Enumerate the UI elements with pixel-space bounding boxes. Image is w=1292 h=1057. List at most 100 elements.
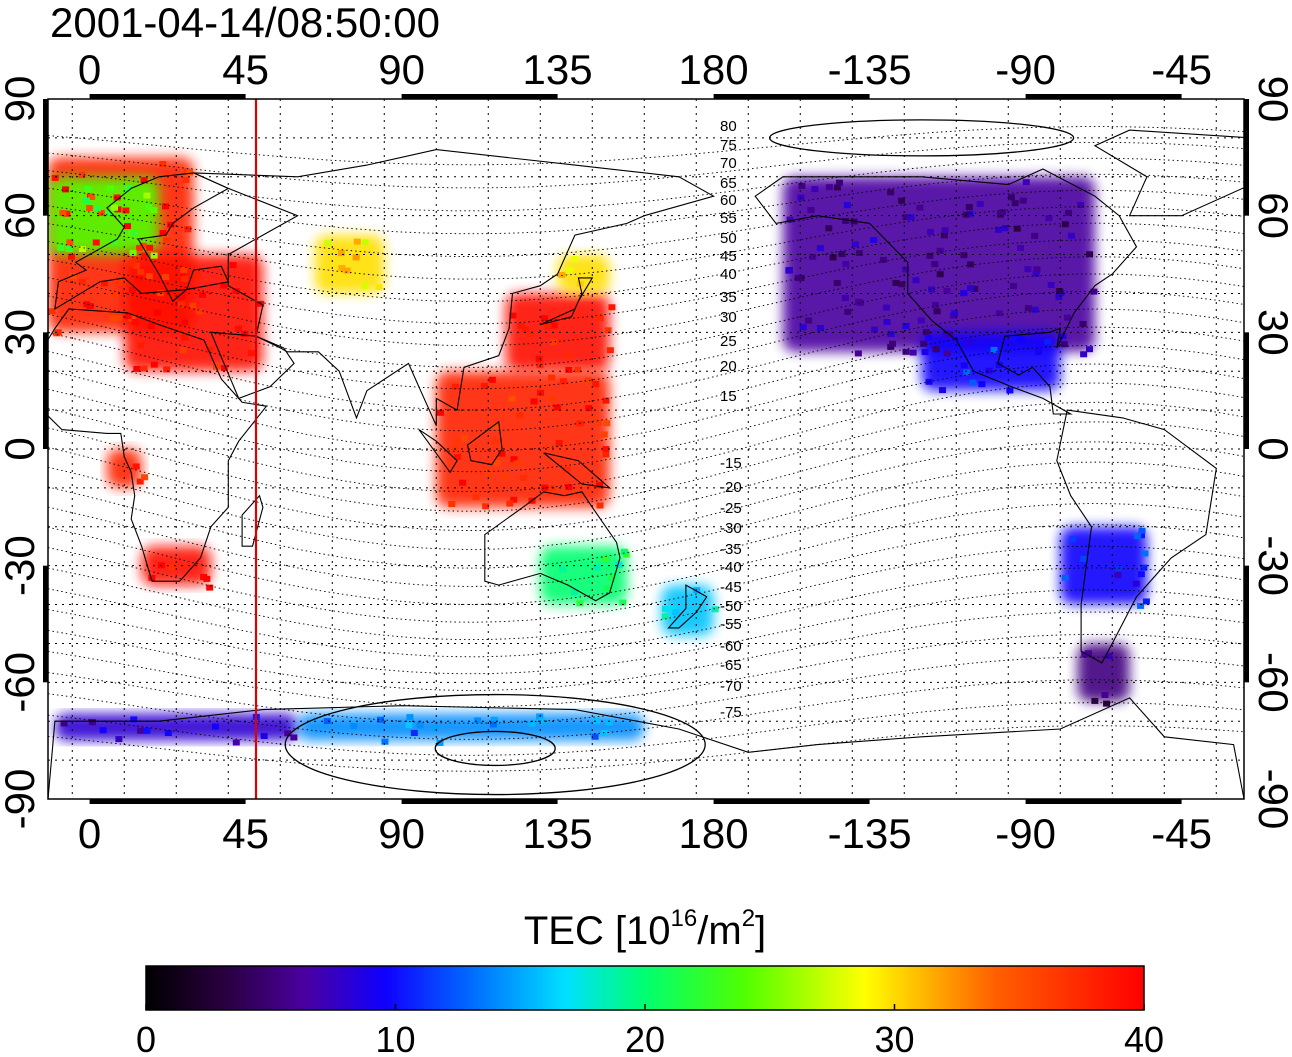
tec-pixel — [1022, 179, 1030, 186]
tec-pixel — [194, 272, 202, 279]
tec-pixel — [565, 352, 573, 359]
coastline — [667, 584, 708, 629]
tec-pixel — [574, 366, 582, 373]
lat-tick-label-left: 0 — [0, 437, 43, 460]
tec-pixel — [122, 207, 130, 214]
tec-pixel — [843, 202, 851, 209]
contour-label: -75 — [720, 704, 742, 721]
tec-pixel — [148, 574, 156, 581]
tec-pixel — [798, 182, 806, 189]
tec-pixel — [343, 267, 351, 274]
tec-pixel — [199, 291, 207, 298]
tec-pixel — [907, 214, 915, 221]
tec-pixel — [1085, 650, 1093, 657]
tec-pixel — [132, 262, 140, 269]
contour-line — [48, 611, 1244, 691]
tec-pixel — [196, 308, 204, 315]
tec-pixel — [167, 221, 175, 228]
tec-pixel — [189, 302, 197, 309]
tec-pixel — [548, 374, 556, 381]
axis-frame-bars — [43, 94, 1249, 804]
coastline — [48, 308, 268, 582]
contour-label: -45 — [720, 579, 742, 596]
tec-pixel — [1047, 281, 1055, 288]
contour-labels: 8075706560555045403530252015-15-20-25-30… — [720, 118, 742, 721]
tec-pixel — [535, 355, 543, 362]
tec-pixel — [284, 730, 292, 737]
tec-pixel — [816, 245, 824, 252]
bottom-longitude-ticks: 0 45 90 135 180 -135 -90 -45 — [78, 810, 1212, 857]
tec-pixel — [936, 247, 944, 254]
tec-pixel — [887, 343, 895, 350]
tec-pixel — [566, 266, 574, 273]
tec-pixel — [1017, 244, 1025, 251]
contour-line — [48, 382, 1244, 493]
contour-label: -35 — [720, 541, 742, 558]
tec-pixel — [143, 192, 151, 199]
tec-pixel — [1006, 387, 1014, 394]
tec-pixel — [143, 727, 151, 734]
lon-tick-label-bottom: -135 — [828, 810, 912, 857]
tec-pixel — [594, 420, 602, 427]
colorbar-title: TEC [1016/m2] — [524, 905, 766, 953]
frame-bar-top — [713, 94, 870, 99]
tec-pixel — [416, 722, 424, 729]
tec-pixel — [605, 719, 613, 726]
tec-pixel — [461, 435, 469, 442]
tec-pixel — [1007, 194, 1015, 201]
tec-pixel — [851, 241, 859, 248]
tec-region — [54, 713, 298, 741]
coastline — [54, 172, 230, 311]
frame-bar-left — [43, 99, 48, 216]
tec-pixel — [488, 376, 496, 383]
tec-pixel — [136, 478, 144, 485]
colorbar — [145, 965, 1145, 1011]
tec-pixel — [833, 184, 841, 191]
tec-pixel — [129, 249, 137, 256]
tec-pixel — [508, 395, 516, 402]
lat-tick-label-left: 60 — [0, 192, 43, 239]
contour-label: 55 — [720, 210, 737, 227]
tec-pixel — [967, 261, 975, 268]
tec-pixel — [565, 484, 573, 491]
tec-pixel — [232, 739, 240, 746]
tec-pixel — [526, 331, 534, 338]
tec-pixel — [459, 479, 467, 486]
tec-pixel — [182, 177, 190, 184]
tec-pixel — [990, 346, 998, 353]
frame-bar-top — [1025, 94, 1182, 99]
tec-pixel — [145, 273, 153, 280]
tec-pixel — [841, 295, 849, 302]
tec-pixel — [1080, 351, 1088, 358]
tec-pixel — [1031, 232, 1039, 239]
tec-pixel — [179, 347, 187, 354]
lon-tick-label-bottom: -45 — [1151, 810, 1212, 857]
tec-pixel — [604, 327, 612, 334]
frame-bar-top — [89, 94, 246, 99]
contour-line — [48, 421, 1244, 531]
tec-pixel — [965, 204, 973, 211]
tec-pixel — [501, 473, 509, 480]
tec-pixel — [927, 228, 935, 235]
tec-pixel — [153, 309, 161, 316]
contour-label: -40 — [720, 559, 742, 576]
tec-pixel — [550, 322, 558, 329]
south-pole-oval-outer — [284, 693, 706, 796]
tec-pixel — [436, 409, 444, 416]
tec-pixel — [381, 738, 389, 745]
tec-pixel — [553, 404, 561, 411]
tec-pixel — [510, 496, 518, 503]
tec-region — [782, 176, 1095, 352]
tec-pixel — [538, 717, 546, 724]
contour-label: -30 — [720, 520, 742, 537]
coastline — [540, 277, 594, 326]
tec-pixel — [596, 482, 604, 489]
tec-pixel — [928, 286, 936, 293]
coastline — [1056, 409, 1217, 664]
colorbar-tick-label: 40 — [1124, 1019, 1164, 1057]
tec-pixel — [482, 503, 490, 510]
tec-pixel — [565, 366, 573, 373]
tec-pixel — [943, 287, 951, 294]
tec-pixel — [510, 456, 518, 463]
tec-pixel — [51, 174, 59, 181]
